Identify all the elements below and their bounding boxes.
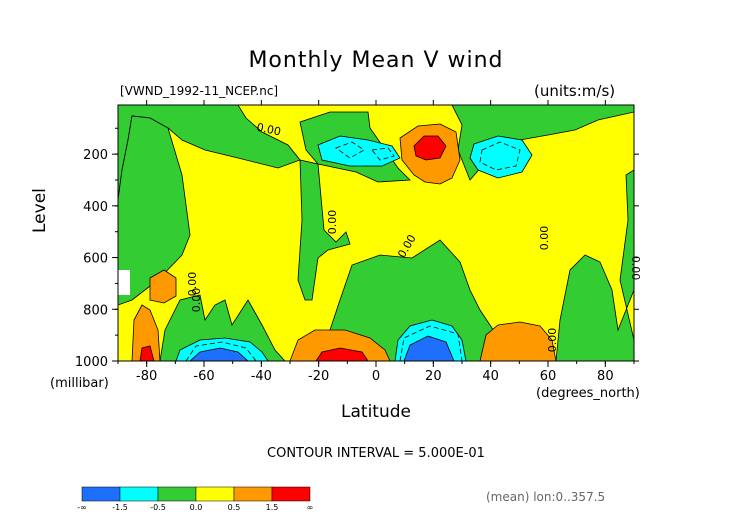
region-green-middle-vertical [297,159,351,301]
y-tick-label: 200 [83,148,108,163]
colorbar-label: 1.5 [266,503,279,512]
contour-fill-layer [118,105,634,361]
region-green-upper-right [451,105,634,181]
y-tick-label: 600 [83,252,108,267]
y-tick-label: 800 [83,303,108,318]
contour-interval-note: CONTOUR INTERVAL = 5.000E-01 [267,446,485,461]
colorbar-swatch [119,486,159,502]
region-red-upper [413,135,447,161]
x-tick-label: -80 [136,369,157,384]
region-cyan-upper-right [469,135,533,179]
y-axis-ticks: 200 400 600 800 1000 [75,127,639,370]
contour-label: 0.00 [546,328,559,353]
y-tick-label: 1000 [75,355,108,370]
colorbar: -∞ -1.5 -0.5 0.0 0.5 1.5 ∞ [77,486,314,512]
colorbar-label: -1.5 [112,503,128,512]
contour-label: 0.00 [326,210,339,235]
region-green-left-tongue [118,115,191,306]
region-cyan-upper-left [317,135,401,167]
region-red-surface-left [139,345,155,361]
missing-data-mask [118,270,130,295]
file-label: [VWND_1992-11_NCEP.nc] [120,84,279,98]
region-green-lower-right [555,169,634,361]
y-axis-units: (millibar) [50,376,109,391]
dashed-contour-upper [335,141,395,161]
region-blue-surface-left [189,347,249,361]
chart-title: Monthly Mean V wind [248,48,504,73]
region-orange-left-edge [131,304,161,361]
contour-label: 0.00 [186,272,199,297]
colorbar-label: -∞ [77,503,87,512]
region-blue-surface-middle [403,335,455,361]
x-axis-ticks: -80 -60 -40 -20 0 20 40 60 80 [117,100,635,384]
x-tick-label: 20 [425,369,442,384]
colorbar-label: ∞ [307,503,314,512]
x-tick-label: -60 [193,369,214,384]
dashed-contour-surface-left [185,341,257,361]
contour-label: 0.00 [629,256,642,281]
region-red-surface-middle [315,347,369,361]
units-label: (units:m/s) [534,82,616,100]
colorbar-label: 0.0 [190,503,203,512]
colorbar-swatch [271,486,311,502]
colorbar-swatch [233,486,273,502]
x-tick-label: 40 [482,369,499,384]
contour-label: 0.00 [538,226,551,251]
colorbar-swatch [157,486,197,502]
x-tick-label: 80 [597,369,614,384]
contour-label: 0.00 [255,121,282,139]
x-tick-label: -20 [308,369,329,384]
region-orange-surface-right [479,321,557,361]
region-orange-surface-middle [289,329,391,361]
colorbar-swatch [81,486,121,502]
colorbar-label: 0.5 [228,503,241,512]
y-tick-label: 400 [83,200,108,215]
x-tick-label: 60 [540,369,557,384]
dashed-contour-surface-middle [399,325,463,361]
colorbar-swatch [195,486,235,502]
region-orange-left-spot [149,269,177,304]
x-tick-label: -40 [251,369,272,384]
x-axis-label: Latitude [341,402,411,422]
mean-note: (mean) lon:0..357.5 [486,490,606,504]
colorbar-label: -0.5 [150,503,166,512]
dashed-contour-right [479,141,521,171]
contour-label: 0.00 [190,288,203,313]
x-axis-units: (degrees_north) [536,386,640,401]
x-tick-label: 0 [372,369,380,384]
